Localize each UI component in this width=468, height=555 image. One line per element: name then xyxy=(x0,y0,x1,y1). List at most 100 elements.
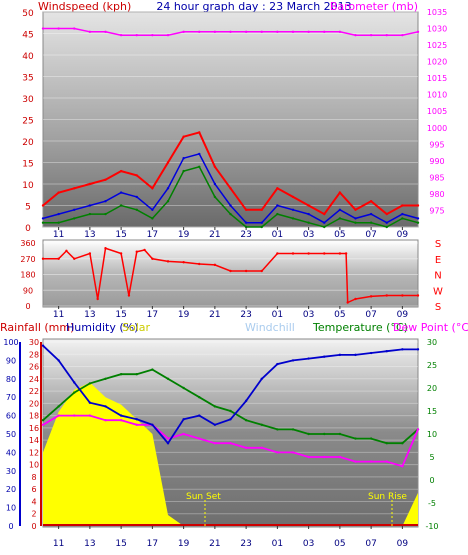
x-tick-label-humidity: 21 xyxy=(209,539,220,549)
data-point-humidity xyxy=(57,359,60,362)
data-point-barometer xyxy=(354,33,357,37)
x-tick-label-wind: 19 xyxy=(178,230,190,240)
data-point-humidity xyxy=(213,423,217,426)
data-point-gust xyxy=(166,161,170,164)
rainfall-label: Rainfall (mm) xyxy=(0,321,74,334)
tick-label-direction: 90 xyxy=(23,286,33,295)
data-point-min xyxy=(166,200,170,203)
data-point-avg xyxy=(401,212,404,216)
data-point-barometer xyxy=(73,27,76,30)
tick-label-barometer: 1000 xyxy=(427,124,447,133)
tick-label-temperature: 30 xyxy=(427,338,437,347)
data-point-direction xyxy=(135,250,138,253)
data-point-avg xyxy=(276,204,279,207)
direction-grid xyxy=(43,242,418,307)
data-point-humidity xyxy=(41,344,45,347)
data-point-avg xyxy=(166,187,170,190)
data-point-gust xyxy=(151,187,154,190)
data-point-direction xyxy=(354,297,357,301)
data-point-min xyxy=(104,212,107,216)
data-point-avg xyxy=(73,208,76,211)
data-point-direction xyxy=(151,257,154,260)
x-tick-label-wind: 17 xyxy=(147,230,158,240)
x-tick-label-wind: 23 xyxy=(240,230,251,240)
tick-label-temperature: -5 xyxy=(428,499,436,508)
data-point-gust xyxy=(229,187,232,190)
data-point-gust xyxy=(260,208,263,211)
data-point-humidity xyxy=(338,353,342,357)
data-point-direction xyxy=(119,252,123,255)
data-point-humidity xyxy=(151,423,154,426)
data-point-direction xyxy=(213,263,217,267)
tick-label-barometer: 1020 xyxy=(427,58,447,67)
tick-label-wind: 10 xyxy=(22,181,34,191)
data-point-direction xyxy=(401,294,404,297)
data-point-direction xyxy=(73,257,76,260)
data-point-direction xyxy=(41,257,45,260)
data-point-dew_point xyxy=(104,419,107,422)
x-tick-label-wind: 03 xyxy=(303,230,314,240)
data-point-direction xyxy=(96,297,99,301)
data-point-direction xyxy=(198,262,201,266)
tick-label-rain: 24 xyxy=(29,375,39,384)
tick-label-humidity: 70 xyxy=(6,393,16,402)
data-point-barometer xyxy=(166,33,170,37)
tick-label-barometer: 1025 xyxy=(427,41,447,50)
data-point-direction xyxy=(260,269,263,273)
data-point-humidity xyxy=(88,401,92,404)
x-tick-label-direction: 13 xyxy=(84,310,95,320)
x-tick-label-wind: 21 xyxy=(209,230,220,240)
tick-label-direction: 0 xyxy=(25,302,30,311)
tick-label-rain: 8 xyxy=(31,473,36,482)
data-point-temperature xyxy=(151,368,154,371)
data-point-barometer xyxy=(104,30,107,34)
data-point-direction xyxy=(338,252,342,255)
data-point-temperature xyxy=(73,391,76,394)
data-point-direction xyxy=(143,248,146,252)
series-area-solar xyxy=(43,382,418,526)
x-tick-label-wind: 11 xyxy=(53,230,64,240)
tick-label-rain: 2 xyxy=(31,510,36,519)
data-point-gust xyxy=(213,165,217,168)
tick-label-barometer: 980 xyxy=(429,190,444,199)
data-point-gust xyxy=(369,200,373,203)
x-tick-label-wind: 09 xyxy=(397,230,409,240)
data-point-avg xyxy=(385,221,388,224)
tick-label-rain: 14 xyxy=(29,436,39,445)
data-point-min xyxy=(151,217,154,220)
data-point-humidity xyxy=(229,418,232,421)
data-point-min xyxy=(385,225,388,229)
data-point-avg xyxy=(88,204,92,207)
x-tick-label-humidity: 19 xyxy=(178,539,190,549)
data-point-barometer xyxy=(182,30,185,34)
tick-label-humidity: 50 xyxy=(6,430,16,439)
data-point-humidity xyxy=(323,355,326,358)
data-point-temperature xyxy=(88,382,92,385)
data-point-temperature xyxy=(119,373,123,376)
data-point-dew_point xyxy=(88,414,92,417)
tick-label-wind: 40 xyxy=(22,52,34,62)
data-point-dew_point xyxy=(354,460,357,463)
tick-label-barometer: 1010 xyxy=(427,91,447,100)
data-point-humidity xyxy=(276,362,279,366)
tick-label-wind: 45 xyxy=(22,31,33,41)
humidity-marks xyxy=(41,344,420,526)
x-tick-label-wind: 05 xyxy=(334,230,345,240)
data-point-min xyxy=(354,221,357,224)
tick-label-humidity: 30 xyxy=(6,467,16,476)
data-point-direction xyxy=(127,294,131,297)
data-point-barometer xyxy=(385,33,388,37)
x-tick-label-wind: 15 xyxy=(115,230,126,240)
tick-label-wind: 25 xyxy=(22,117,33,127)
data-point-dew_point xyxy=(244,446,248,449)
data-point-gust xyxy=(354,208,357,211)
data-point-gust xyxy=(385,212,388,216)
x-tick-label-humidity: 07 xyxy=(365,539,376,549)
tick-label-temperature: 5 xyxy=(429,453,434,462)
data-point-humidity xyxy=(166,442,170,445)
data-point-temperature xyxy=(135,373,138,376)
data-point-temperature xyxy=(41,419,45,422)
data-point-gust xyxy=(135,174,138,177)
data-point-min xyxy=(260,225,263,229)
